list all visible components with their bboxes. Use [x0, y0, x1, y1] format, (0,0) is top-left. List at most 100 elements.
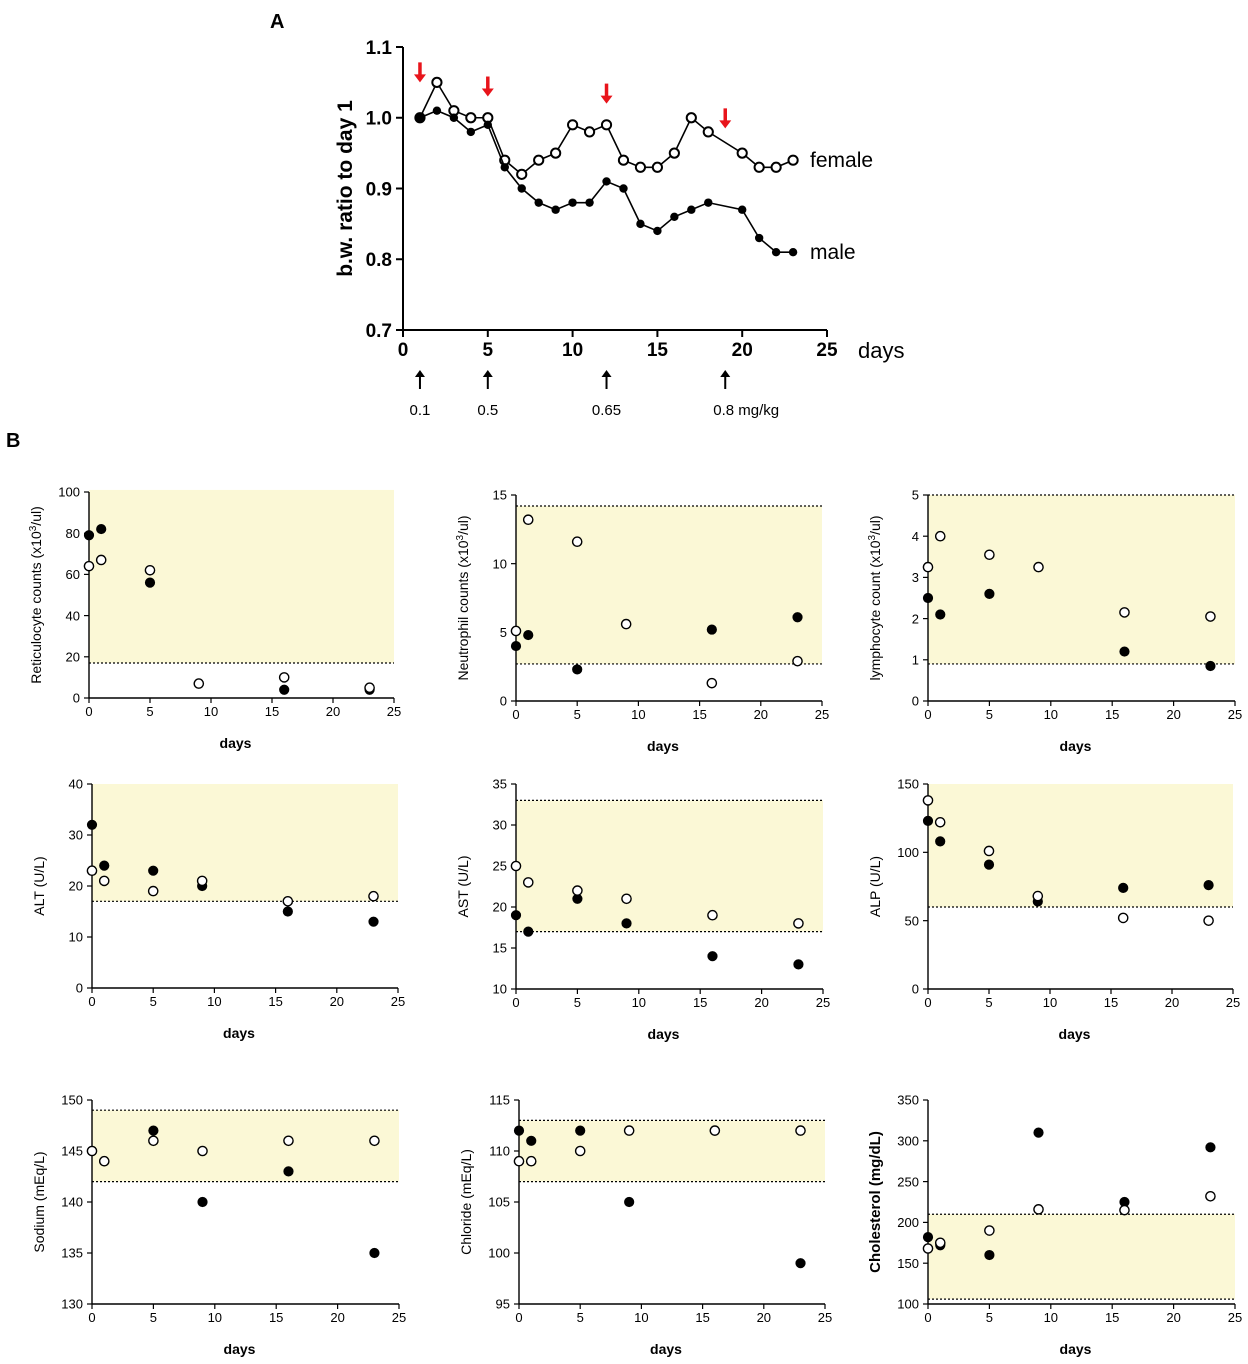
y-tick-label: 15	[493, 941, 507, 956]
data-point-female	[1033, 561, 1044, 573]
data-point-female	[709, 1125, 721, 1136]
y-axis-label: AST (U/L)	[455, 856, 471, 918]
x-tick-label: 20	[330, 1310, 344, 1325]
y-tick-label: 0	[912, 694, 919, 709]
y-tick-label: 10	[69, 930, 83, 945]
chart-alt: 0 5 10 15 20 25 0 10 20 30 40 ALT (U/L) days	[31, 777, 405, 1041]
data-point-male	[922, 1231, 934, 1243]
x-axis-label: days	[220, 735, 252, 751]
x-tick-label: 15	[693, 995, 707, 1010]
dose-arrow-icon	[481, 88, 494, 97]
data-point-female	[600, 119, 613, 131]
y-tick-label: 2	[912, 611, 919, 626]
data-point-female	[620, 618, 632, 630]
data-point-male	[619, 184, 628, 193]
x-tick-label: 15	[1105, 1310, 1119, 1325]
data-point-female	[525, 1155, 537, 1167]
x-tick-label: 20	[732, 340, 753, 361]
x-tick-label: 20	[330, 994, 344, 1009]
y-tick-label: 100	[58, 485, 80, 500]
data-point-female	[795, 1125, 806, 1136]
data-point-female	[984, 1225, 995, 1236]
x-tick-label: 10	[631, 707, 645, 722]
data-point-male	[792, 612, 803, 623]
data-point-female	[510, 860, 522, 872]
data-point-male	[624, 1196, 635, 1208]
y-tick-label: 200	[897, 1215, 919, 1230]
x-tick-label: 25	[392, 1310, 406, 1325]
data-point-female	[283, 1135, 294, 1147]
normal-range-band	[928, 495, 1235, 664]
chart-alp: 0 5 10 15 20 25 0 50 100 150 ALP (U/L) days	[867, 777, 1240, 1042]
data-point-female	[707, 909, 718, 921]
x-tick-label: 20	[326, 704, 340, 719]
x-tick-label: 10	[1043, 995, 1057, 1010]
series-line-female	[419, 80, 794, 176]
y-tick-label: 35	[493, 777, 507, 792]
data-point-male	[96, 523, 107, 535]
x-tick-label: 20	[754, 995, 768, 1010]
y-tick-label: 80	[66, 526, 80, 541]
data-point-male	[1119, 646, 1130, 657]
x-axis-label: days	[223, 1025, 255, 1041]
dose-marker-icon	[414, 370, 425, 377]
data-point-female	[522, 877, 534, 888]
data-point-female	[1203, 915, 1214, 926]
y-axis-label-tail: /ul)	[455, 515, 471, 534]
y-axis-label: ALT (U/L)	[31, 856, 47, 915]
data-point-male	[551, 205, 560, 214]
y-tick-label: 5	[912, 488, 919, 503]
x-tick-label: 5	[574, 707, 581, 722]
data-point-male	[1033, 1127, 1044, 1138]
dose-arrow-icon	[600, 95, 613, 104]
panel-b-label: B	[6, 430, 20, 452]
data-point-female	[668, 147, 680, 159]
x-tick-label: 0	[85, 704, 92, 719]
chart-bw: 0 5 10 15 20 25 0.7 0.8 0.9 1.0 1.1 b.w. ratio to d…	[334, 38, 904, 419]
y-tick-label: 1.1	[366, 38, 393, 59]
x-tick-label: 5	[986, 1310, 993, 1325]
x-tick-label: 15	[1105, 707, 1119, 722]
data-point-male	[687, 205, 696, 214]
x-axis-label: days	[1060, 1341, 1092, 1357]
data-point-female	[583, 126, 596, 138]
y-tick-label: 0	[500, 694, 507, 709]
x-tick-label: 5	[146, 704, 153, 719]
data-point-male	[795, 1258, 806, 1269]
y-axis-label: Reticulocyte counts (x103/ul)	[28, 506, 44, 684]
data-point-female	[753, 161, 765, 173]
y-axis-label: Cholesterol (mg/dL)	[867, 1131, 884, 1273]
y-tick-label: 10	[493, 556, 507, 571]
data-point-female	[550, 147, 562, 159]
x-tick-label: 15	[265, 704, 279, 719]
data-point-female	[702, 126, 714, 138]
y-axis-label: Neutrophil counts (x103/ul)	[455, 515, 471, 680]
data-point-female	[95, 554, 107, 566]
data-point-male	[466, 127, 476, 137]
chart-chloride: 0 5 10 15 20 25 95 100 105 110 115 Chloride (mEq/L)…	[458, 1093, 832, 1357]
x-axis-label: days	[1060, 738, 1092, 754]
x-axis-label: days	[648, 1026, 680, 1042]
y-axis-label: b.w. ratio to day 1	[334, 100, 357, 277]
y-tick-label: 10	[493, 982, 507, 997]
y-tick-label: 1.0	[366, 109, 392, 130]
y-tick-label: 30	[493, 818, 507, 833]
y-tick-label: 150	[897, 1256, 919, 1271]
data-point-female	[516, 168, 528, 180]
series-line-male	[419, 109, 794, 253]
data-point-female	[533, 154, 545, 166]
data-point-male	[738, 205, 747, 214]
data-point-male	[670, 212, 679, 221]
x-tick-label: 0	[398, 340, 409, 361]
data-point-female	[571, 536, 583, 547]
x-tick-label: 5	[986, 707, 993, 722]
x-tick-label: 25	[816, 340, 838, 361]
dose-label: 0.5	[477, 402, 498, 419]
x-tick-label: 5	[150, 994, 157, 1009]
data-point-male	[99, 860, 110, 871]
x-tick-label: 10	[207, 994, 221, 1009]
data-point-male	[369, 1247, 380, 1259]
x-tick-label: 15	[1104, 995, 1118, 1010]
data-point-female	[793, 918, 804, 929]
